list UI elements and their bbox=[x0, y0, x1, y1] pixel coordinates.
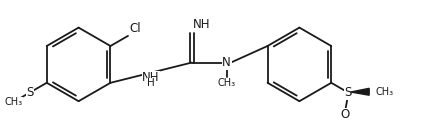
Polygon shape bbox=[351, 88, 369, 95]
Text: O: O bbox=[340, 108, 350, 121]
Text: NH: NH bbox=[193, 18, 211, 31]
Text: NH: NH bbox=[142, 71, 160, 84]
Text: CH₃: CH₃ bbox=[376, 87, 394, 97]
Text: H: H bbox=[147, 78, 155, 88]
Text: Cl: Cl bbox=[129, 22, 141, 35]
Text: N: N bbox=[222, 56, 231, 69]
Text: CH₃: CH₃ bbox=[218, 78, 236, 88]
Text: S: S bbox=[26, 86, 33, 99]
Text: CH₃: CH₃ bbox=[4, 97, 22, 107]
Text: S: S bbox=[344, 86, 351, 99]
